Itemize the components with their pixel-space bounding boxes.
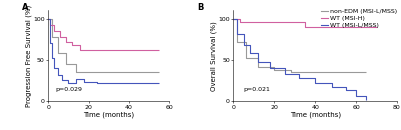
Text: p=0.029: p=0.029: [55, 87, 82, 92]
Text: B: B: [197, 3, 204, 12]
Legend: non-EDM (MSI-L/MSS), WT (MSI-H), WT (MSI-L/MSS): non-EDM (MSI-L/MSS), WT (MSI-H), WT (MSI…: [321, 9, 397, 28]
X-axis label: Time (months): Time (months): [83, 111, 134, 118]
Y-axis label: Overall Survival (%): Overall Survival (%): [211, 21, 217, 91]
Text: p=0.021: p=0.021: [243, 87, 270, 92]
X-axis label: Time (months): Time (months): [290, 111, 341, 118]
Text: A: A: [22, 3, 28, 12]
Y-axis label: Progression Free Survival (%): Progression Free Survival (%): [25, 5, 32, 107]
